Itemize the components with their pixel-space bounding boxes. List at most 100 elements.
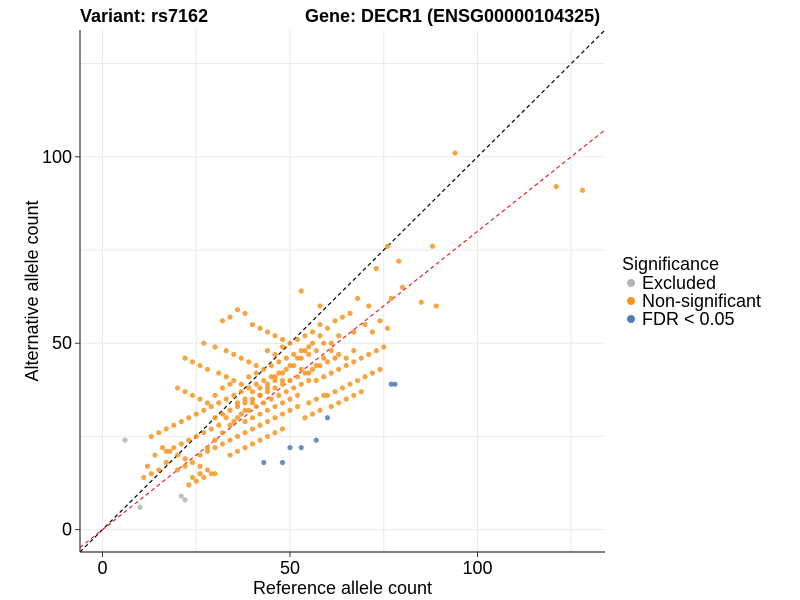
point-non-significant	[257, 411, 263, 417]
point-non-significant	[219, 385, 226, 391]
point-non-significant	[227, 407, 233, 413]
point-fdr-0-05	[261, 459, 267, 466]
point-non-significant	[429, 243, 436, 249]
point-non-significant	[317, 321, 323, 328]
point-non-significant	[298, 366, 304, 372]
point-non-significant	[294, 403, 301, 410]
point-non-significant	[291, 362, 297, 369]
point-non-significant	[148, 471, 154, 477]
chart-title-gene: Gene: DECR1 (ENSG00000104325)	[305, 6, 600, 26]
point-non-significant	[182, 355, 188, 361]
point-non-significant	[201, 474, 207, 481]
point-non-significant	[272, 403, 278, 410]
point-non-significant	[321, 355, 327, 361]
point-non-significant	[317, 362, 323, 369]
point-non-significant	[212, 471, 218, 477]
point-non-significant	[193, 411, 199, 417]
point-non-significant	[343, 396, 349, 402]
point-non-significant	[156, 467, 162, 473]
point-non-significant	[238, 355, 244, 361]
point-non-significant	[223, 396, 229, 402]
point-non-significant	[231, 377, 237, 384]
point-non-significant	[321, 392, 327, 398]
point-non-significant	[291, 385, 297, 391]
point-non-significant	[309, 340, 316, 346]
point-non-significant	[324, 325, 331, 331]
point-non-significant	[197, 471, 203, 477]
point-non-significant	[272, 430, 278, 436]
point-non-significant	[264, 381, 271, 387]
point-non-significant	[268, 374, 274, 380]
point-non-significant	[306, 351, 312, 357]
point-non-significant	[264, 329, 271, 335]
point-non-significant	[287, 340, 293, 346]
point-non-significant	[579, 187, 586, 193]
point-non-significant	[197, 362, 203, 369]
point-non-significant	[302, 415, 308, 421]
legend-marker-0	[627, 279, 635, 287]
legend-label-2: FDR < 0.05	[642, 309, 735, 329]
legend-marker-1	[627, 297, 635, 305]
point-non-significant	[171, 422, 177, 428]
point-non-significant	[309, 411, 316, 417]
point-non-significant	[219, 318, 226, 324]
point-non-significant	[313, 377, 319, 384]
point-non-significant	[313, 362, 319, 369]
point-non-significant	[279, 344, 286, 350]
point-non-significant	[182, 463, 188, 469]
point-non-significant	[399, 284, 406, 290]
point-non-significant	[253, 362, 259, 369]
point-non-significant	[204, 467, 211, 473]
point-non-significant	[433, 303, 439, 309]
point-excluded	[122, 437, 128, 443]
point-non-significant	[317, 333, 323, 339]
point-non-significant	[257, 437, 263, 443]
point-non-significant	[204, 366, 211, 372]
point-fdr-0-05	[287, 445, 293, 451]
point-non-significant	[328, 348, 334, 354]
point-non-significant	[249, 396, 256, 402]
point-non-significant	[264, 433, 271, 440]
point-non-significant	[234, 415, 241, 421]
point-non-significant	[336, 366, 342, 372]
point-non-significant	[234, 307, 241, 313]
point-non-significant	[384, 325, 391, 331]
point-non-significant	[204, 445, 211, 451]
point-fdr-0-05	[298, 445, 304, 451]
point-non-significant	[388, 295, 394, 302]
point-non-significant	[553, 184, 559, 190]
point-non-significant	[197, 463, 203, 469]
point-non-significant	[384, 243, 391, 249]
point-non-significant	[302, 333, 308, 339]
point-non-significant	[298, 355, 304, 361]
point-non-significant	[216, 370, 222, 376]
point-non-significant	[227, 422, 233, 428]
point-non-significant	[261, 377, 267, 384]
x-tick-label: 0	[97, 558, 107, 578]
point-non-significant	[291, 351, 297, 357]
point-non-significant	[253, 381, 259, 387]
point-non-significant	[197, 396, 203, 402]
point-non-significant	[302, 348, 308, 354]
point-non-significant	[242, 396, 248, 402]
point-non-significant	[366, 303, 372, 309]
point-non-significant	[298, 288, 304, 294]
point-non-significant	[294, 392, 301, 398]
point-non-significant	[272, 377, 278, 384]
point-non-significant	[313, 396, 319, 402]
point-non-significant	[418, 299, 424, 305]
point-non-significant	[377, 318, 383, 324]
point-non-significant	[234, 403, 241, 410]
point-non-significant	[227, 437, 233, 443]
point-non-significant	[279, 426, 286, 432]
point-non-significant	[223, 374, 229, 380]
point-non-significant	[223, 415, 229, 421]
point-non-significant	[264, 407, 271, 413]
point-non-significant	[362, 374, 368, 380]
point-non-significant	[369, 370, 376, 376]
y-tick-label: 0	[62, 520, 72, 540]
point-non-significant	[317, 407, 323, 413]
point-fdr-0-05	[313, 437, 319, 443]
point-non-significant	[276, 370, 282, 376]
